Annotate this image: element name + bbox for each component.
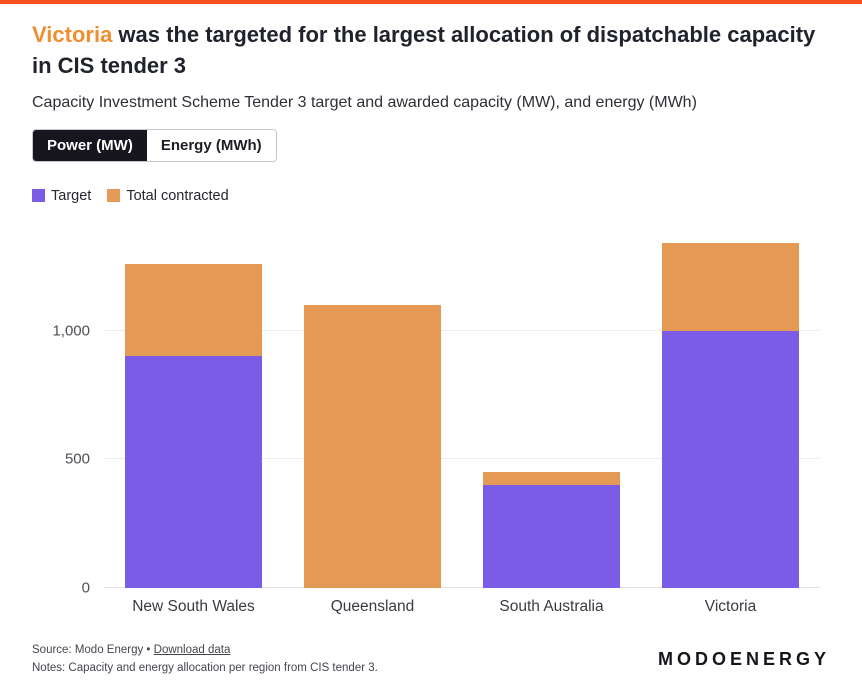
source-note: Source: Modo Energy • Download data — [32, 642, 378, 660]
bar-target-south-australia[interactable] — [483, 484, 620, 588]
page-title: Victoria was the targeted for the larges… — [32, 20, 822, 82]
x-tick-label-south-australia: South Australia — [499, 597, 604, 615]
bar-group-south-australia — [483, 228, 620, 588]
title-highlight: Victoria — [32, 22, 113, 47]
x-axis-labels: New South Wales Queensland South Australia… — [104, 598, 820, 616]
modo-energy-logo: MODOENERGY — [657, 649, 830, 670]
accent-top-bar — [0, 0, 862, 4]
target-swatch-icon — [32, 189, 45, 203]
bar-chart: 0 500 1,000 New South Wales Queensland South… — [32, 228, 834, 616]
x-tick-label-victoria: Victoria — [704, 597, 757, 615]
y-tick-label-0: 0 — [81, 579, 90, 597]
x-tick-label-new-south-wales: New South Wales — [132, 597, 255, 615]
notes-text: Notes: Capacity and energy allocation pe… — [32, 661, 378, 674]
bar-target-new-south-wales[interactable] — [125, 356, 262, 588]
y-tick-label-500: 500 — [64, 450, 90, 468]
bar-group-victoria — [662, 228, 799, 588]
bar-columns — [104, 228, 820, 588]
bar-target-victoria[interactable] — [662, 330, 799, 588]
gridline-500 — [104, 458, 820, 460]
download-data-link[interactable]: Download data — [153, 643, 231, 656]
legend-item-target: Target — [32, 188, 91, 204]
title-rest: was the targeted for the largest allocat… — [32, 22, 816, 78]
tab-energy-mwh[interactable]: Energy (MWh) — [146, 129, 276, 161]
bar-group-queensland — [304, 228, 441, 588]
legend-item-total-contracted: Total contracted — [107, 187, 229, 204]
legend-label-total-contracted: Total contracted — [126, 187, 229, 204]
y-tick-label-1000: 1,000 — [52, 322, 90, 340]
chart-footer: Source: Modo Energy • Download data Note… — [32, 642, 834, 678]
footnotes: Source: Modo Energy • Download data Note… — [32, 642, 378, 678]
chart-subtitle: Capacity Investment Scheme Tender 3 targ… — [32, 93, 697, 111]
source-text: Source: Modo Energy • — [32, 643, 154, 656]
legend-label-target: Target — [51, 187, 92, 204]
plot-area: 0 500 1,000 — [52, 228, 820, 596]
unit-toggle: Power (MW) Energy (MWh) — [32, 128, 277, 162]
gridline-0 — [104, 586, 820, 588]
legend: Target Total contracted — [32, 188, 834, 204]
tab-power-mw[interactable]: Power (MW) — [33, 129, 147, 161]
total-contracted-swatch-icon — [107, 189, 121, 203]
bar-total-contracted-queensland[interactable] — [304, 304, 441, 588]
bar-group-new-south-wales — [125, 228, 262, 588]
gridline-1000 — [104, 329, 820, 331]
chart-page: Victoria was the targeted for the larges… — [0, 4, 862, 677]
x-tick-label-queensland: Queensland — [330, 597, 415, 615]
